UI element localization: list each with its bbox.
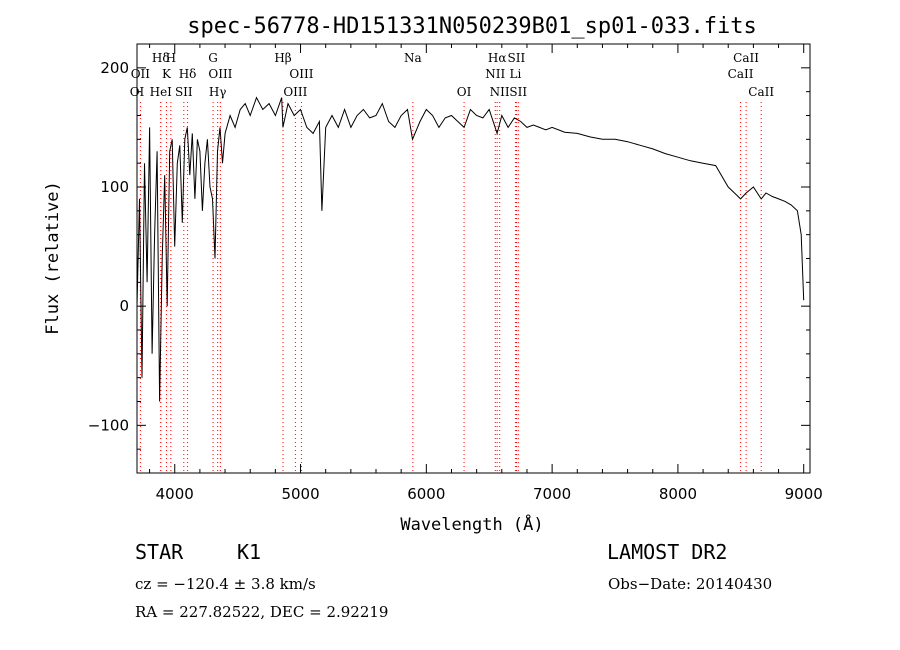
y-tick-label: 200: [100, 59, 129, 77]
tick-labels: 4000 5000 6000 7000 8000 9000 −100 0 100 200: [88, 59, 823, 503]
redshift-velocity: cz = −120.4 ± 3.8 km/s: [135, 575, 316, 593]
line-markers: [139, 102, 762, 473]
line-label: NII: [485, 67, 505, 81]
axis-ticks: [137, 43, 810, 474]
observation-date: Obs−Date: 20140430: [608, 575, 773, 593]
line-label: OIII: [208, 67, 232, 81]
line-label: Hδ: [179, 67, 197, 81]
x-tick-label: 4000: [156, 485, 194, 503]
line-label: OII: [131, 67, 151, 81]
spectrum-line: [136, 96, 805, 402]
y-axis-label: Flux (relative): [43, 181, 63, 335]
line-label: SII: [508, 51, 526, 65]
line-label: Hβ: [274, 51, 291, 65]
line-label: Li: [509, 67, 521, 81]
line-label: OIII: [283, 85, 307, 99]
line-label: Hδ: [152, 51, 170, 65]
line-label: OIII: [289, 67, 313, 81]
x-tick-label: 6000: [407, 485, 445, 503]
y-tick-label: 0: [119, 297, 129, 315]
y-tick-label: −100: [88, 416, 129, 434]
line-label: OI: [457, 85, 472, 99]
object-subclass: K1: [237, 540, 262, 564]
line-label: Hγ: [209, 85, 227, 99]
line-label: CaII: [748, 85, 774, 99]
line-label: G: [208, 51, 218, 65]
line-label: CaII: [733, 51, 759, 65]
chart-title: spec-56778-HD151331N050239B01_sp01-033.f…: [187, 14, 757, 39]
x-tick-label: 8000: [659, 485, 697, 503]
line-label: K: [162, 67, 172, 81]
x-axis-label: Wavelength (Å): [400, 513, 543, 535]
line-label: Na: [404, 51, 422, 65]
line-label: H: [166, 51, 176, 65]
x-tick-label: 5000: [281, 485, 319, 503]
plot-frame: [136, 43, 811, 474]
line-label: CaII: [728, 67, 754, 81]
survey-name: LAMOST DR2: [607, 540, 728, 564]
x-tick-label: 7000: [533, 485, 571, 503]
line-label: SII: [509, 85, 527, 99]
line-labels: HδOIIOIHKHeIHδSIIGOIIIHγHβOIIIOIIINaOIHα…: [130, 51, 775, 99]
line-label: NII: [490, 85, 510, 99]
line-label: Hα: [488, 51, 507, 65]
object-class: STAR: [135, 540, 184, 564]
line-label: HeI: [150, 85, 173, 99]
ra-dec-coordinates: RA = 227.82522, DEC = 2.92219: [135, 603, 389, 621]
line-label: SII: [175, 85, 193, 99]
x-tick-label: 9000: [785, 485, 823, 503]
y-tick-label: 100: [100, 178, 129, 196]
